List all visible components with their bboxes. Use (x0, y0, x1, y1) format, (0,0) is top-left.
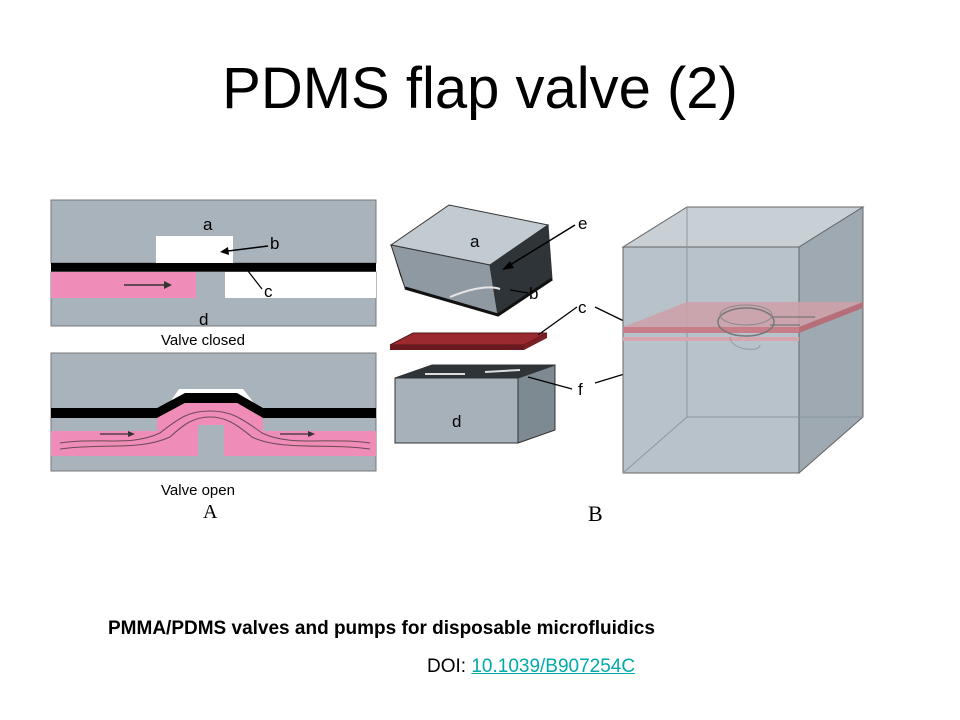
slide-title: PDMS flap valve (2) (222, 56, 738, 121)
closed-valve-diagram: a b c d Valve closed (50, 199, 377, 349)
label-e: e (578, 214, 587, 233)
panel-a-cross-sections: a b c d Valve closed Valve open A (50, 199, 377, 523)
open-valve-diagram: Valve open A (50, 352, 377, 523)
top-block-a: a (389, 204, 553, 317)
label-c-membrane: c (578, 298, 587, 317)
valve-seat (196, 272, 225, 298)
doi-prefix: DOI: (427, 656, 472, 677)
valve-seat-open (198, 425, 224, 456)
valve-chamber-outline (717, 307, 775, 337)
label-c-closed: c (264, 282, 273, 301)
doi-line: DOI: 10.1039/B907254C (427, 656, 635, 678)
panel-b-exploded-view: a e b d c f B (389, 204, 661, 526)
red-membrane-c (389, 332, 548, 346)
bottom-block-d: d (394, 364, 556, 444)
panel-b-label: B (588, 501, 603, 526)
label-d-block: d (452, 412, 461, 431)
label-valve-closed: Valve closed (161, 332, 245, 349)
label-a-block: a (470, 232, 480, 251)
fluid-outlet-channel (225, 272, 376, 298)
valve-figure: a b c d Valve closed Valve open A (50, 199, 865, 526)
label-a-closed: a (203, 215, 213, 234)
label-f: f (578, 380, 583, 399)
slide-caption: PMMA/PDMS valves and pumps for disposabl… (108, 618, 655, 639)
assembled-device (621, 206, 865, 475)
doi-link[interactable]: 10.1039/B907254C (471, 656, 636, 677)
pdms-membrane-closed (51, 263, 376, 272)
valve-chamber (156, 236, 233, 263)
assembled-membrane (623, 302, 863, 327)
panel-a-label: A (203, 501, 218, 523)
label-b-closed: b (270, 234, 279, 253)
label-valve-open: Valve open (161, 482, 235, 499)
fluid-inlet-channel (51, 272, 196, 298)
label-d-closed: d (199, 310, 208, 329)
label-b-block: b (529, 284, 538, 303)
pdms-membrane-open (51, 393, 376, 418)
